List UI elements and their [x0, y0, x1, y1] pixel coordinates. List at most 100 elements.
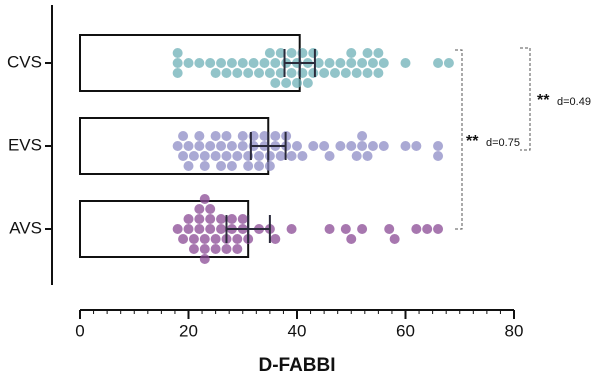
data-point [183, 161, 194, 171]
data-point [389, 234, 400, 244]
data-point [373, 48, 384, 58]
data-point [194, 224, 205, 234]
data-point [362, 68, 373, 78]
data-point [286, 151, 297, 161]
data-point [232, 151, 243, 161]
data-point [264, 151, 275, 161]
data-point [183, 58, 194, 68]
data-point [221, 68, 232, 78]
data-point [172, 224, 183, 234]
annotation-stars: ** [537, 92, 550, 109]
data-point [188, 244, 199, 254]
data-point [205, 214, 216, 224]
data-point [183, 141, 194, 151]
data-point [319, 141, 330, 151]
data-point [237, 58, 248, 68]
data-point [205, 58, 216, 68]
data-point [178, 131, 189, 141]
data-point [270, 131, 281, 141]
data-point [172, 68, 183, 78]
data-point [264, 48, 275, 58]
significance-brackets [455, 47, 531, 230]
data-point [308, 68, 319, 78]
data-point [357, 131, 368, 141]
annotation-text: d=0.49 [557, 96, 591, 108]
data-point [346, 58, 357, 68]
annotation-stars: ** [466, 133, 479, 150]
data-point [205, 204, 216, 214]
data-point [172, 141, 183, 151]
data-point [216, 141, 227, 151]
data-point [199, 234, 210, 244]
data-point [302, 78, 313, 88]
data-point [194, 204, 205, 214]
data-point [308, 48, 319, 58]
data-point [216, 161, 227, 171]
data-point [172, 48, 183, 58]
data-point [373, 68, 384, 78]
data-point [199, 194, 210, 204]
data-point [313, 58, 324, 68]
x-tick-label: 40 [288, 321, 307, 340]
data-point [378, 141, 389, 151]
data-point [346, 234, 357, 244]
data-point [243, 68, 254, 78]
data-point [351, 151, 362, 161]
data-point [237, 141, 248, 151]
bracket-cvs-evs [520, 47, 531, 151]
x-tick-label: 20 [179, 321, 198, 340]
annotation-text: d=0.75 [486, 137, 520, 149]
data-point [264, 68, 275, 78]
data-point [357, 58, 368, 68]
data-point [210, 131, 221, 141]
data-point [199, 254, 210, 264]
data-point [367, 141, 378, 151]
data-point [324, 151, 335, 161]
data-point [319, 68, 330, 78]
data-point [297, 151, 308, 161]
data-point [433, 224, 444, 234]
y-tick-label: AVS [9, 218, 42, 237]
data-point [210, 68, 221, 78]
data-point [400, 58, 411, 68]
data-point [248, 58, 259, 68]
data-point [188, 151, 199, 161]
data-point [226, 141, 237, 151]
data-point [194, 58, 205, 68]
data-point [351, 68, 362, 78]
data-point [384, 224, 395, 234]
data-point [216, 214, 227, 224]
data-point [199, 161, 210, 171]
data-point [254, 161, 265, 171]
data-point [400, 141, 411, 151]
data-point [324, 224, 335, 234]
y-tick-label: CVS [7, 52, 42, 71]
data-point [286, 224, 297, 234]
data-point [340, 224, 351, 234]
data-point [237, 131, 248, 141]
data-point [226, 214, 237, 224]
data-point [237, 214, 248, 224]
data-point [335, 58, 346, 68]
data-point [329, 68, 340, 78]
data-point [216, 58, 227, 68]
data-point [286, 68, 297, 78]
data-point [183, 214, 194, 224]
data-point [210, 234, 221, 244]
data-point [259, 58, 270, 68]
data-point [210, 151, 221, 161]
data-point [433, 58, 444, 68]
data-point [378, 58, 389, 68]
data-point [270, 78, 281, 88]
data-point [362, 151, 373, 161]
x-tick-label: 80 [505, 321, 524, 340]
data-point [221, 244, 232, 254]
data-point [324, 58, 335, 68]
data-point [205, 224, 216, 234]
data-point [232, 68, 243, 78]
data-point [281, 78, 292, 88]
x-tick-label: 0 [75, 321, 84, 340]
data-point [346, 48, 357, 58]
data-point [292, 78, 302, 88]
